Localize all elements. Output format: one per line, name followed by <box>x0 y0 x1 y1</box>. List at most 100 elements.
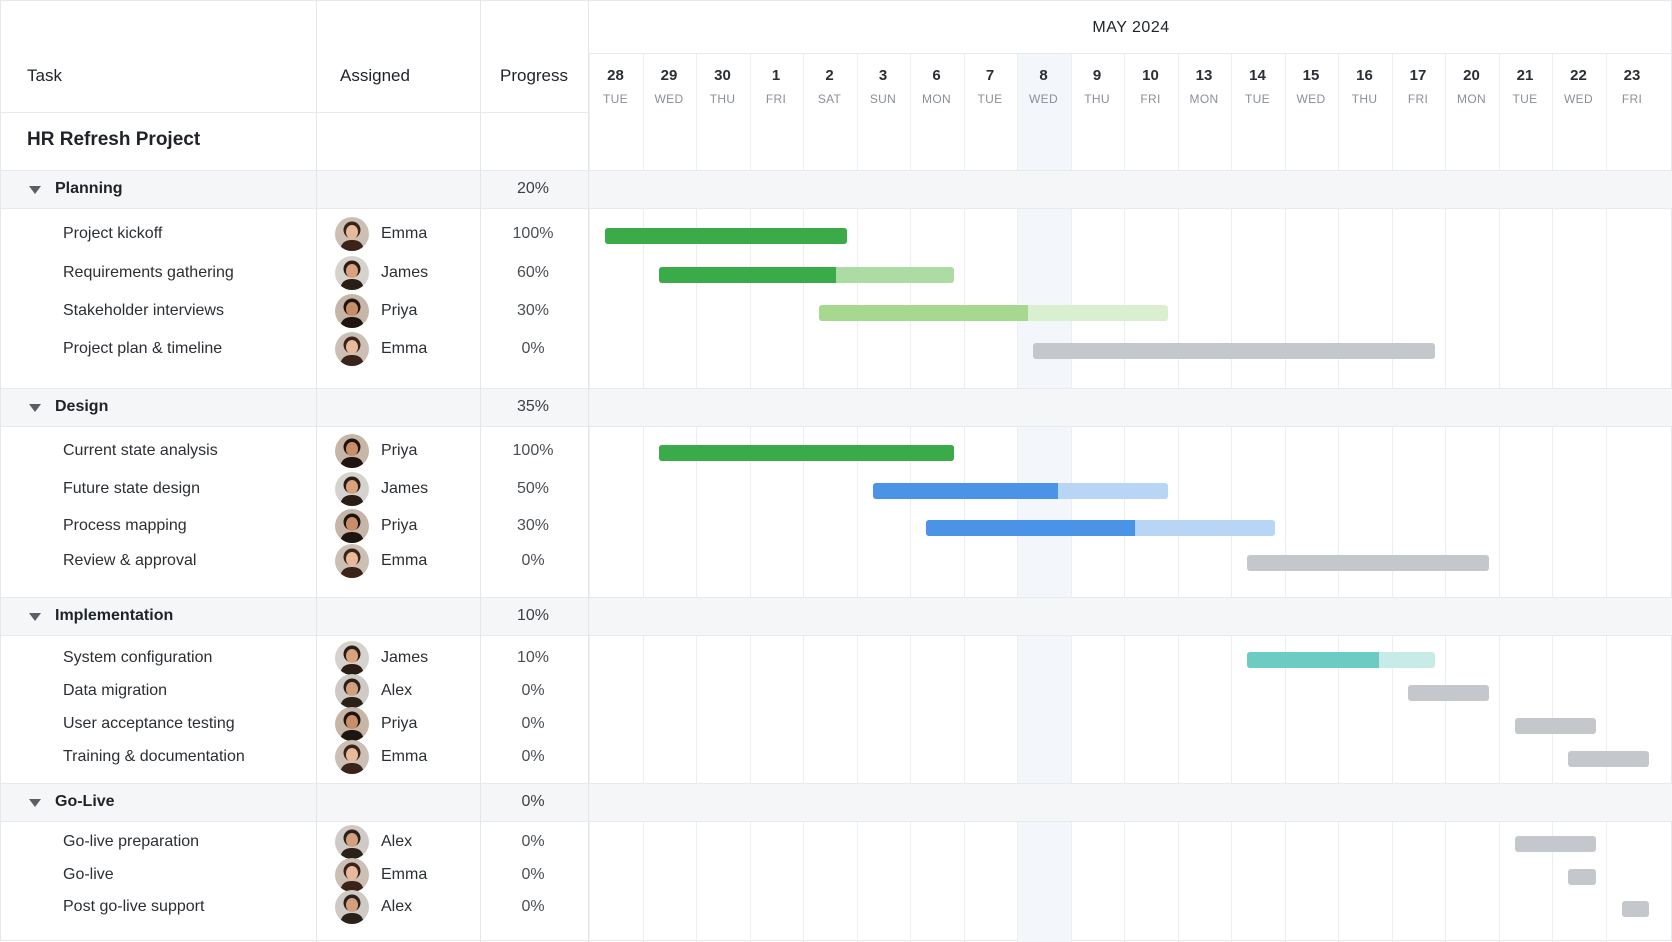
avatar-emma-icon[interactable] <box>335 544 369 578</box>
task-name[interactable]: System configuration <box>63 649 213 666</box>
task-name[interactable]: Requirements gathering <box>63 264 234 281</box>
day-number[interactable]: 10 <box>1142 67 1159 84</box>
day-number[interactable]: 15 <box>1302 67 1320 84</box>
avatar-alex-icon[interactable] <box>335 890 369 924</box>
gantt-bar[interactable] <box>1568 751 1649 767</box>
assignee-name: James <box>381 480 429 497</box>
gantt-bar[interactable] <box>658 445 954 461</box>
project-title[interactable]: HR Refresh Project <box>27 129 201 150</box>
task-progress: 0% <box>521 898 545 915</box>
avatar-priya-icon[interactable] <box>335 434 369 468</box>
group-row-implementation[interactable] <box>1 597 1672 635</box>
gantt-bar[interactable] <box>819 305 1168 321</box>
gantt-bar[interactable] <box>605 228 847 244</box>
day-number[interactable]: 30 <box>714 67 731 84</box>
day-number[interactable]: 29 <box>660 67 678 84</box>
day-name: MON <box>922 92 951 106</box>
task-name[interactable]: Future state design <box>63 480 200 497</box>
assignee-name: Priya <box>381 517 418 534</box>
assigned-column-header[interactable]: Assigned <box>340 66 410 85</box>
task-name[interactable]: Training & documentation <box>63 748 245 765</box>
day-number[interactable]: 9 <box>1092 67 1102 84</box>
task-name[interactable]: User acceptance testing <box>63 715 235 732</box>
day-number[interactable]: 13 <box>1195 67 1213 84</box>
avatar-emma-icon[interactable] <box>335 858 369 892</box>
day-number[interactable]: 2 <box>825 67 834 84</box>
task-name[interactable]: Stakeholder interviews <box>63 302 224 319</box>
gantt-bar[interactable] <box>1568 869 1596 885</box>
task-column-header[interactable]: Task <box>27 66 62 85</box>
day-name: FRI <box>1407 92 1429 106</box>
day-name: TUE <box>977 92 1003 106</box>
avatar-priya-icon[interactable] <box>335 707 369 741</box>
task-name[interactable]: Current state analysis <box>63 442 218 459</box>
gantt-bar[interactable] <box>658 267 954 283</box>
task-name[interactable]: Review & approval <box>63 552 197 569</box>
row-divider <box>1 597 1672 598</box>
avatar-emma-icon[interactable] <box>335 740 369 774</box>
header-divider <box>1 112 588 113</box>
gantt-bar[interactable] <box>1621 901 1649 917</box>
day-number[interactable]: 16 <box>1356 67 1373 84</box>
day-name: TUE <box>603 92 628 106</box>
avatar-priya-icon[interactable] <box>335 509 369 543</box>
collapse-caret-icon[interactable] <box>29 404 41 412</box>
assignee-name: Alex <box>381 833 413 850</box>
avatar-alex-icon[interactable] <box>335 825 369 859</box>
collapse-caret-icon[interactable] <box>29 799 41 807</box>
assignee-name: James <box>381 264 429 281</box>
avatar-james-icon[interactable] <box>335 472 369 506</box>
collapse-caret-icon[interactable] <box>29 186 41 194</box>
gantt-bar[interactable] <box>1033 343 1435 359</box>
day-number[interactable]: 7 <box>985 67 995 84</box>
gantt-bar[interactable] <box>872 483 1168 499</box>
row-divider <box>1 821 1672 822</box>
assignee-name: Alex <box>381 898 413 915</box>
group-row-design[interactable] <box>1 388 1672 426</box>
collapse-caret-icon[interactable] <box>29 613 41 621</box>
gantt-bar[interactable] <box>1247 555 1489 571</box>
day-number[interactable]: 8 <box>1039 67 1048 84</box>
assignee-name: Priya <box>381 715 418 732</box>
task-name[interactable]: Post go-live support <box>63 898 205 915</box>
gantt-bar[interactable] <box>1514 718 1596 734</box>
gantt-bar-progress-fill <box>605 228 847 244</box>
gantt-bar[interactable] <box>1247 652 1435 668</box>
task-name[interactable]: Go-live preparation <box>63 833 200 850</box>
day-name: WED <box>1296 92 1326 106</box>
day-number[interactable]: 6 <box>932 67 941 84</box>
day-number[interactable]: 22 <box>1570 67 1587 84</box>
day-number[interactable]: 3 <box>878 67 888 84</box>
assignee-name: James <box>381 649 429 666</box>
day-number[interactable]: 17 <box>1409 67 1427 84</box>
task-name[interactable]: Go-live <box>63 866 114 883</box>
gantt-bar[interactable] <box>926 520 1275 536</box>
avatar-priya-icon[interactable] <box>335 294 369 328</box>
progress-column-header[interactable]: Progress <box>499 66 569 85</box>
task-name[interactable]: Project plan & timeline <box>63 340 223 357</box>
gantt-bar-progress-fill <box>658 445 954 461</box>
day-number[interactable]: 21 <box>1516 67 1534 84</box>
group-row-go-live[interactable] <box>1 783 1672 821</box>
group-progress: 35% <box>516 398 550 415</box>
avatar-james-icon[interactable] <box>335 256 369 290</box>
task-name[interactable]: Process mapping <box>63 517 187 534</box>
avatar-emma-icon[interactable] <box>335 332 369 366</box>
day-number[interactable]: 1 <box>771 67 781 84</box>
avatar-james-icon[interactable] <box>335 641 369 675</box>
day-number[interactable]: 28 <box>607 67 624 84</box>
task-name[interactable]: Data migration <box>63 682 168 699</box>
day-number[interactable]: 23 <box>1623 67 1641 84</box>
task-progress: 100% <box>512 225 554 242</box>
avatar-alex-icon[interactable] <box>335 674 369 708</box>
day-number[interactable]: 14 <box>1249 67 1266 84</box>
group-row-planning[interactable] <box>1 170 1672 208</box>
row-divider <box>1 208 1672 209</box>
day-column-line <box>642 53 644 942</box>
gantt-bar[interactable] <box>1407 685 1489 701</box>
gantt-bar[interactable] <box>1514 836 1596 852</box>
day-name: TUE <box>1512 92 1538 106</box>
task-name[interactable]: Project kickoff <box>63 225 163 242</box>
avatar-emma-icon[interactable] <box>335 217 369 251</box>
day-number[interactable]: 20 <box>1463 67 1480 84</box>
